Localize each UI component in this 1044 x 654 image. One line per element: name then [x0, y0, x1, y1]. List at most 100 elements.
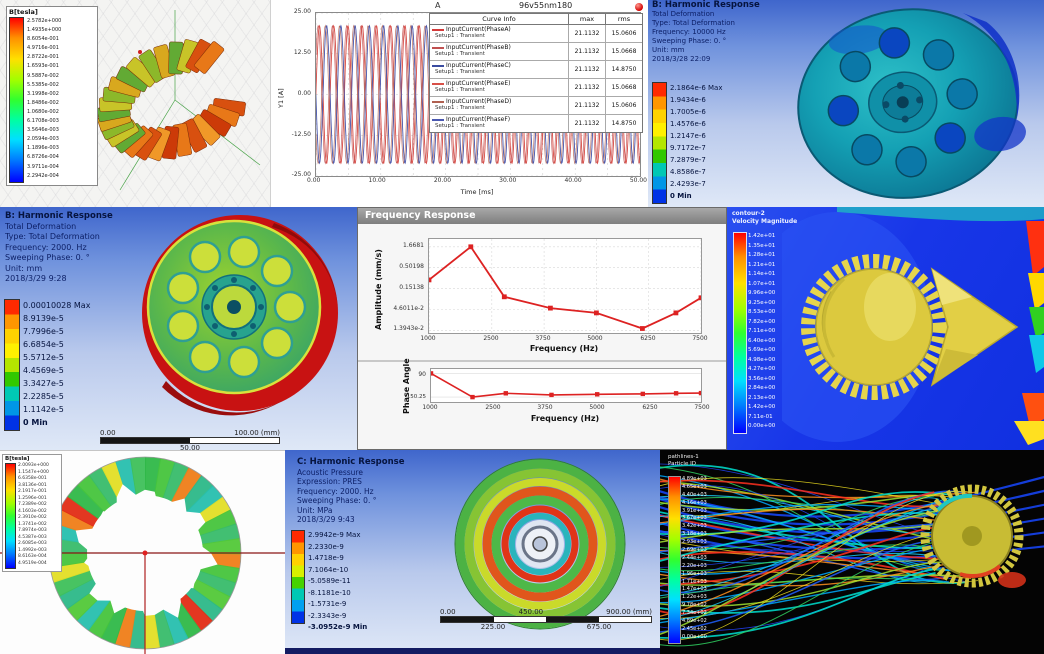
curve-name-cell: InputCurrent(PhaseF) Setup1 : Transient	[430, 115, 568, 132]
curve-rms: 15.0606	[605, 97, 642, 114]
legend-value: 4.1603e-002	[18, 508, 47, 514]
curve-name-cell: InputCurrent(PhaseD) Setup1 : Transient	[430, 97, 568, 114]
legend-value: 9.5887e-002	[27, 72, 59, 79]
window-label: A	[435, 1, 441, 10]
legend-value: 9.25e+00	[748, 299, 776, 306]
x-tick: 1000	[420, 335, 436, 342]
result-line: Frequency: 2000. Hz	[297, 486, 374, 496]
legend-value: 9.96e+00	[748, 290, 776, 297]
legend-value: 1.96e+03	[682, 570, 707, 577]
legend-value: 3.91e+03	[682, 507, 707, 514]
legend-value: 4.65e+03	[682, 483, 707, 490]
legend-value: 0.00010028 Max	[23, 301, 91, 310]
amp-y-tick: 1.3943e-2	[393, 325, 424, 332]
window-title: Frequency Response	[365, 210, 476, 221]
flywheel-3d-view	[797, 8, 1026, 199]
x-tick: 20.00	[433, 177, 452, 184]
legend-value: 1.42e+01	[748, 233, 776, 239]
panel-frequency-response-window: Frequency Response Amplitude (mm/s) 1.66…	[357, 207, 727, 450]
legend-value: 5.5712e-5	[23, 353, 64, 362]
x-tick: 7500	[692, 335, 708, 342]
legend-value: 4.8586e-7	[670, 168, 706, 176]
phase-plot-area	[428, 368, 704, 403]
curve-row[interactable]: InputCurrent(PhaseD) Setup1 : Transient …	[430, 97, 642, 115]
curve-info-table: Curve Info max rms InputCurrent(PhaseA) …	[429, 13, 643, 133]
legend-title: pathlines-1 Particle ID	[668, 454, 699, 468]
ruler-label: 450.00	[518, 608, 544, 616]
legend-value: 8.6163e-004	[18, 554, 47, 559]
legend-title: B[tesla]	[9, 8, 38, 16]
panel-transient-currents: A 96v55nm180 Y1 [A] 25.00 12.50 0.00 -12…	[270, 0, 649, 207]
legend-value: 9.7172e-7	[670, 144, 706, 152]
legend-value: 1.0680e-002	[27, 108, 59, 115]
result-line: Sweeping Phase: 0. °	[297, 496, 377, 505]
curve-max: 21.1132	[568, 43, 605, 60]
legend-value: 6.8726e-004	[27, 154, 59, 161]
legend-value: 2.2942e-004	[27, 172, 59, 179]
legend-value: 1.2596e-001	[18, 495, 47, 501]
window-title-bar[interactable]: Frequency Response	[358, 208, 726, 224]
result-line: Type: Total Deformation	[652, 19, 735, 27]
legend-value: 4.27e+00	[748, 366, 776, 373]
curve-color-swatch	[432, 118, 444, 121]
legend-title-line2: Particle ID	[668, 461, 696, 467]
legend-value: 9.78e+02	[682, 602, 707, 609]
curve-row[interactable]: InputCurrent(PhaseB) Setup1 : Transient …	[430, 43, 642, 61]
legend-value: 3.9711e-004	[27, 163, 59, 170]
x-tick: 2500	[485, 404, 501, 411]
curve-rms: 15.0606	[605, 25, 642, 42]
legend-value: 8.53e+00	[748, 309, 776, 316]
curve-max: 21.1132	[568, 79, 605, 96]
colorbar	[9, 17, 24, 183]
curve-row[interactable]: InputCurrent(PhaseA) Setup1 : Transient …	[430, 25, 642, 43]
result-line: 2018/3/29 9:28	[5, 274, 67, 283]
legend-value: 4.89e+02	[682, 618, 707, 625]
curve-label: InputCurrent(PhaseD)	[446, 98, 512, 105]
chart-title: 96v55nm180	[519, 1, 573, 10]
ruler-label: 900.00 (mm)	[606, 608, 652, 616]
legend-value: 1.1896e-003	[27, 145, 59, 152]
curve-label: InputCurrent(PhaseA)	[446, 26, 511, 33]
legend-value: 1.35e+01	[748, 242, 776, 249]
result-line: Total Deformation	[652, 10, 715, 18]
table-header: Curve Info max rms	[430, 14, 642, 25]
legend-value: 2.2285e-5	[23, 392, 64, 401]
deformation-legend: 2.1864e-6 Max 1.9434e-6 1.7005e-6 1.4576e-6…	[652, 82, 722, 204]
field-legend: B[tesla] 2.5782e+000 1.4935e+000 8.6054e-0…	[6, 6, 98, 186]
x-tick: 40.00	[564, 177, 582, 184]
legend-value: 1.14e+01	[748, 271, 776, 278]
legend-value: 5.5385e-002	[27, 81, 59, 88]
phase-y-tick: 90	[418, 371, 426, 378]
pressure-legend: 2.9942e-9 Max 2.2330e-9 1.4718e-9 7.1064e-1…	[291, 530, 367, 634]
legend-value: 1.2147e-6	[670, 132, 706, 140]
amp-y-tick: 0.15138	[399, 284, 424, 291]
result-line: Frequency: 10000 Hz	[652, 28, 726, 36]
legend-value: 1.4576e-6	[670, 120, 706, 128]
panel-maxwell-torus: B[tesla] 2.5782e+000 1.4935e+000 8.6054e-0…	[0, 0, 270, 207]
result-annotation: B: Harmonic Response Total Deformation Ty…	[5, 211, 113, 285]
legend-value: 7.11e+00	[748, 328, 776, 335]
result-title: B: Harmonic Response	[652, 0, 760, 10]
legend-value: -1.5731e-9	[308, 600, 347, 608]
curve-row[interactable]: InputCurrent(PhaseF) Setup1 : Transient …	[430, 115, 642, 132]
torus-coil-3d-view	[96, 10, 261, 191]
phase-axis-label: Phase Angle	[402, 358, 411, 414]
legend-value: 6.6358e-001	[18, 476, 47, 481]
legend-value: 1.22e+03	[682, 594, 707, 601]
legend-value: 2.44e+03	[682, 554, 707, 561]
curve-row[interactable]: InputCurrent(PhaseE) Setup1 : Transient …	[430, 79, 642, 97]
result-line: Unit: mm	[5, 263, 43, 273]
y-tick: -12.50	[291, 131, 311, 138]
curve-color-swatch	[432, 28, 444, 31]
legend-value: 1.7005e-6	[670, 108, 706, 116]
legend-value: 8.9139e-5	[23, 314, 64, 323]
x-tick: 2500	[483, 335, 499, 342]
legend-value: 0.00e+00	[748, 423, 776, 430]
legend-value: 1.9434e-6	[670, 96, 706, 104]
ruler-bar	[100, 437, 280, 444]
legend-value: 2.9942e-9 Max	[308, 531, 361, 539]
curve-rms: 15.0668	[605, 79, 642, 96]
curve-name-cell: InputCurrent(PhaseB) Setup1 : Transient	[430, 43, 568, 60]
curve-row[interactable]: InputCurrent(PhaseC) Setup1 : Transient …	[430, 61, 642, 79]
legend-value: -5.0589e-11	[308, 577, 351, 585]
